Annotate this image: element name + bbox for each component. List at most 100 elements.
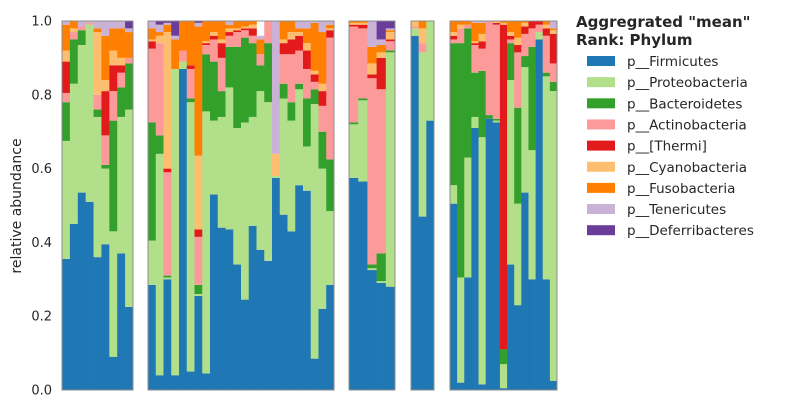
bar-segment-p3-b1-s6 — [349, 22, 359, 25]
bar-segment-p5-b7-s3 — [492, 118, 501, 121]
bar-segment-p2-b12-s5 — [233, 30, 242, 33]
bar-segment-p5-b15-s5 — [549, 33, 558, 64]
bar-segment-p2-b6-s2 — [186, 102, 195, 372]
bars-layer — [62, 21, 558, 390]
bar-segment-p5-b1-s3 — [450, 43, 458, 186]
bar-segment-p1-b3-s8 — [77, 21, 86, 27]
bar-segment-p2-b17-s2 — [272, 175, 281, 178]
bar-segment-p4-b2-s7 — [418, 21, 427, 29]
bar-segment-p5-b7-s5 — [492, 22, 501, 25]
bar-segment-p1-b4-s4 — [85, 22, 94, 25]
bar-segment-p5-b9-s6 — [507, 32, 515, 36]
bar-segment-p2-b1-s7 — [148, 28, 157, 40]
bar-segment-p2-b19-s2 — [287, 120, 296, 232]
legend-swatch — [587, 56, 615, 66]
bar-segment-p5-b4-s2 — [471, 116, 479, 129]
bar-segment-p2-b22-s4 — [310, 81, 319, 90]
bar-segment-p3-b1-s4 — [349, 26, 359, 123]
bar-segment-p1-b4-s2 — [85, 24, 94, 202]
bar-segment-p3-b2-s1 — [358, 181, 368, 390]
bar-segment-p5-b7-s4 — [492, 24, 501, 119]
bar-segment-p2-b21-s6 — [303, 43, 312, 51]
bar-segment-p3-b5-s7 — [385, 30, 396, 33]
bar-segment-p2-b13-s4 — [241, 30, 250, 38]
bar-segment-p2-b20-s3 — [295, 83, 304, 90]
bar-segment-p2-b10-s5 — [217, 43, 226, 58]
bar-segment-p2-b7-s1 — [194, 295, 203, 390]
bar-segment-p2-b10-s1 — [217, 227, 226, 390]
bar-segment-p5-b5-s1 — [478, 384, 486, 390]
panel-frame-5 — [449, 20, 558, 391]
bar-segment-p2-b7-s9 — [194, 21, 203, 23]
bar-segment-p5-b2-s1 — [457, 382, 465, 390]
legend-label: p__[Thermi] — [627, 139, 707, 155]
bar-segment-p1-b5-s2 — [93, 116, 102, 258]
bar-segment-p1-b7-s2 — [109, 231, 118, 357]
bar-segment-p1-b4-s1 — [85, 201, 94, 390]
bar-segment-p2-b23-s3 — [318, 131, 327, 169]
bar-segment-p5-b12-s4 — [528, 28, 536, 47]
bar-segment-p2-b22-s1 — [310, 358, 319, 390]
bar-segment-p2-b5-s7 — [179, 21, 188, 51]
bar-segment-p2-b9-s6 — [210, 32, 219, 36]
bar-segment-p5-b1-s6 — [450, 32, 458, 36]
bar-segment-p2-b12-s6 — [233, 28, 242, 31]
legend-swatch — [587, 161, 615, 172]
bar-segment-p5-b11-s7 — [521, 21, 529, 23]
bar-segment-p5-b13-s4 — [535, 24, 544, 33]
bar-segment-p1-b2-s3 — [69, 39, 79, 84]
bar-segment-p2-b7-s5 — [194, 229, 203, 237]
bar-segment-p2-b6-s3 — [186, 98, 195, 103]
bar-segment-p1-b6-s4 — [101, 135, 110, 165]
bar-segment-p2-b8-s3 — [202, 54, 211, 112]
bar-segment-p1-b1-s7 — [62, 24, 71, 51]
bar-segment-p3-b4-s5 — [376, 57, 387, 90]
bar-segment-p5-b13-s2 — [535, 32, 544, 40]
bar-segment-p5-b1-s2 — [450, 185, 458, 204]
bar-segment-p2-b20-s7 — [295, 28, 304, 33]
bar-segment-p5-b2-s6 — [457, 24, 465, 29]
bar-segment-p5-b8-s5 — [499, 24, 508, 350]
bar-segment-p1-b1-s2 — [62, 140, 71, 259]
bar-segment-p3-b4-s3 — [376, 253, 387, 282]
bar-segment-p2-b24-s3 — [326, 159, 335, 212]
bar-segment-p2-b6-s7 — [186, 21, 195, 66]
bar-segment-p2-b8-s5 — [202, 43, 211, 45]
bar-segment-p2-b2-s7 — [155, 32, 164, 36]
bar-segment-p1-b9-s2 — [125, 109, 134, 307]
bar-segment-p5-b9-s7 — [507, 21, 515, 33]
bar-segment-p4-b1-s2 — [411, 28, 419, 36]
bar-segment-p3-b4-s8 — [376, 39, 387, 45]
bar-segment-p1-b8-s8 — [117, 21, 126, 29]
bar-segment-p2-b14-s3 — [248, 43, 257, 117]
bar-segment-p1-b5-s4 — [93, 94, 102, 110]
bar-segment-p1-b7-s1 — [109, 356, 118, 390]
bar-segment-p1-b3-s3 — [77, 30, 86, 45]
bar-segment-p2-b21-s3 — [303, 98, 312, 147]
legend-label: p__Tenericutes — [627, 202, 726, 218]
legend-swatch — [587, 225, 615, 236]
bar-segment-p2-b13-s1 — [241, 299, 250, 390]
bar-segment-p5-b15-s1 — [549, 380, 558, 390]
panel-frames — [61, 20, 558, 391]
bar-segment-p5-b14-s1 — [542, 279, 551, 390]
bar-segment-p1-b3-s1 — [77, 192, 86, 390]
bar-segment-p5-b2-s2 — [457, 277, 465, 383]
bar-segment-p2-b24-s2 — [326, 211, 335, 285]
bar-segment-p2-b9-s2 — [210, 120, 219, 195]
bar-segment-p2-b15-s3 — [256, 65, 265, 92]
bar-segment-p2-b18-s1 — [279, 214, 288, 390]
bar-segment-p1-b7-s8 — [109, 21, 118, 29]
bar-segment-p5-b14-s4 — [542, 35, 551, 73]
legend-title-line2: Rank: Phylum — [576, 31, 692, 49]
bar-segment-p1-b9-s9 — [125, 21, 134, 29]
bar-segment-p1-b9-s4 — [125, 57, 134, 64]
bar-segment-p2-b16-s1 — [264, 260, 273, 390]
bar-segment-p5-b14-s2 — [542, 76, 551, 280]
bar-segment-p1-b8-s2 — [117, 116, 126, 254]
bar-segment-p5-b15-s6 — [549, 30, 558, 34]
bar-segment-p1-b2-s7 — [69, 21, 79, 29]
bar-segment-p2-b3-s9 — [163, 21, 172, 23]
bar-segment-p2-b10-s3 — [217, 91, 226, 117]
bar-segment-p2-b2-s1 — [155, 375, 164, 390]
